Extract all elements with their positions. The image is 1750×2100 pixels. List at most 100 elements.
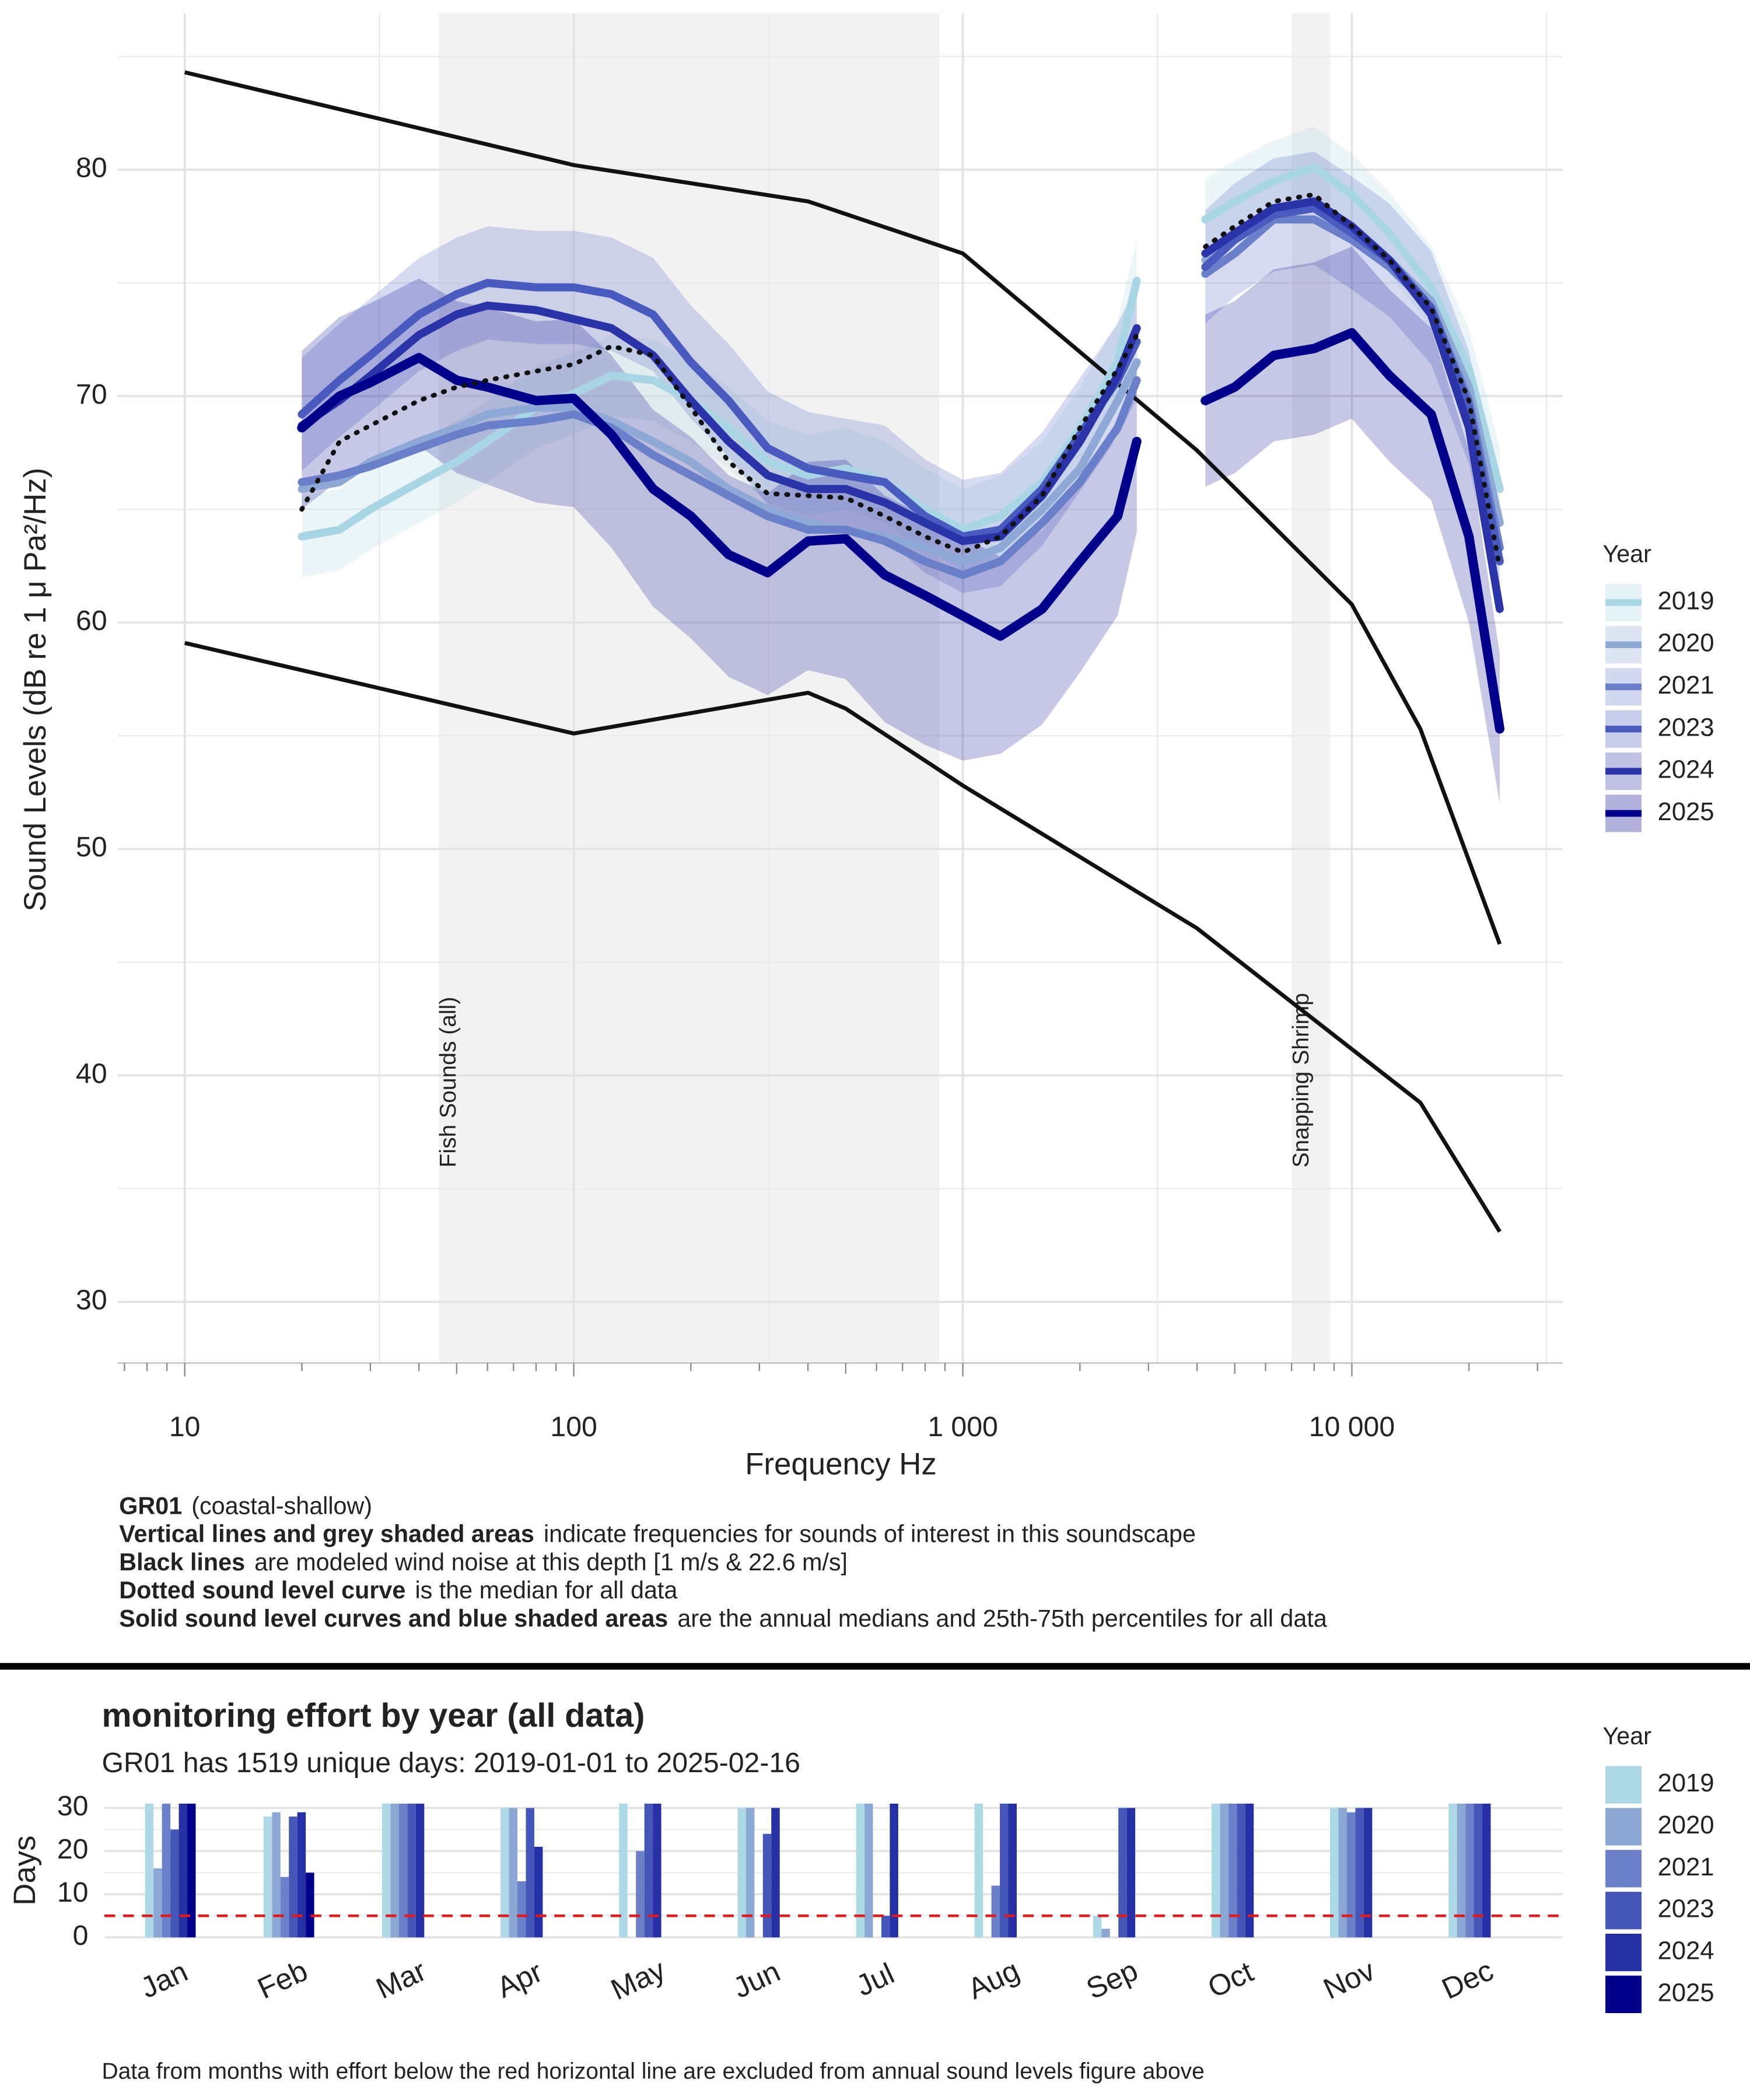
bar — [178, 1803, 188, 1938]
y-tick-label: 70 — [76, 379, 107, 410]
caption-text: (coastal-shallow) — [191, 1492, 372, 1519]
overall-median-line — [299, 192, 1503, 571]
caption-bold: Dotted sound level curve — [119, 1577, 405, 1604]
bar — [398, 1803, 408, 1938]
bar — [619, 1803, 628, 1938]
legend-title: Year — [1603, 1723, 1652, 1749]
chart-title: monitoring effort by year (all data) — [102, 1697, 645, 1734]
bar — [526, 1808, 534, 1938]
legend-key — [1605, 1975, 1642, 2014]
percentile-band — [302, 151, 1500, 618]
year-median-line — [297, 328, 1505, 734]
x-tick-label: 1 000 — [928, 1411, 998, 1443]
bar — [1000, 1803, 1009, 1938]
x-tick-label: 10 — [169, 1411, 201, 1443]
bar — [1126, 1808, 1136, 1938]
bar — [170, 1829, 179, 1938]
bar — [1363, 1808, 1373, 1938]
region-label: Fish Sounds (all) — [436, 997, 461, 1168]
caption-bold: GR01 — [119, 1492, 182, 1519]
bar — [1245, 1803, 1254, 1938]
region-label: Snapping Shrimp — [1289, 993, 1314, 1167]
bar — [1346, 1812, 1356, 1938]
y-tick-label: 0 — [73, 1920, 89, 1951]
caption-text: is the median for all data — [415, 1577, 677, 1604]
bar — [534, 1846, 543, 1938]
caption-line: Solid sound level curves and blue shaded… — [119, 1605, 1327, 1632]
caption-text: indicate frequencies for sounds of inter… — [544, 1521, 1196, 1548]
bar — [1237, 1803, 1245, 1938]
percentile-band — [302, 127, 1500, 578]
bar — [881, 1916, 890, 1938]
caption-bold: Solid sound level curves and blue shaded… — [119, 1605, 668, 1632]
bar — [187, 1803, 196, 1938]
y-tick-label: 50 — [76, 831, 107, 863]
caption-bold: Vertical lines and grey shaded areas — [119, 1521, 534, 1548]
y-tick-label: 10 — [57, 1877, 89, 1908]
legend-label: 2025 — [1658, 1979, 1714, 2007]
bar — [272, 1812, 281, 1938]
legend-label: 2023 — [1658, 713, 1714, 741]
legend-label: 2019 — [1658, 587, 1714, 615]
bar — [289, 1817, 298, 1938]
separator — [0, 1662, 1750, 1670]
bar — [864, 1803, 873, 1938]
caption-bold: Black lines — [119, 1549, 245, 1576]
legend-title: Year — [1603, 540, 1652, 567]
bar — [737, 1808, 746, 1938]
legend-label: 2020 — [1658, 1811, 1714, 1839]
y-tick-label: 20 — [57, 1833, 89, 1865]
legend-key — [1605, 1766, 1642, 1804]
bar — [1101, 1929, 1110, 1938]
bar — [1211, 1803, 1220, 1938]
bar — [501, 1808, 509, 1938]
shaded-region — [439, 13, 940, 1363]
bar — [762, 1833, 772, 1938]
bar — [382, 1803, 391, 1938]
y-tick-label: 30 — [57, 1790, 89, 1822]
bar — [415, 1803, 425, 1938]
x-tick-label: 100 — [550, 1411, 597, 1443]
bar — [636, 1851, 645, 1938]
y-tick-label: 60 — [76, 605, 107, 636]
legend-key — [1605, 1808, 1642, 1846]
bar — [1482, 1803, 1491, 1938]
bar — [1220, 1803, 1228, 1938]
bar — [1093, 1916, 1102, 1938]
caption-line: Black lines are modeled wind noise at thi… — [119, 1549, 848, 1576]
bar — [390, 1803, 399, 1938]
year-median-line — [298, 163, 1504, 541]
bar — [1448, 1803, 1457, 1938]
bar — [1457, 1803, 1466, 1938]
legend-label: 2025 — [1658, 798, 1714, 826]
x-tick-label: 10 000 — [1309, 1411, 1395, 1443]
y-axis-title: Sound Levels (dB re 1 μ Pa²/Hz) — [18, 468, 52, 912]
bar — [1355, 1808, 1364, 1938]
y-tick-label: 30 — [76, 1284, 107, 1316]
bar — [771, 1808, 780, 1938]
bar — [280, 1877, 289, 1938]
x-axis-title: Frequency Hz — [745, 1447, 937, 1481]
legend-key — [1605, 1892, 1642, 1930]
legend-label: 2024 — [1658, 1937, 1714, 1965]
y-tick-label: 80 — [76, 152, 107, 184]
bar — [1008, 1803, 1017, 1938]
bar — [153, 1868, 162, 1938]
bar — [509, 1808, 518, 1938]
wind-noise-line — [184, 70, 1502, 945]
bar — [856, 1803, 864, 1938]
bar — [974, 1803, 984, 1938]
y-tick-label: 40 — [76, 1058, 107, 1089]
bar — [517, 1881, 526, 1938]
wind-noise-line — [184, 640, 1502, 1233]
caption-text: are modeled wind noise at this depth [1 … — [254, 1549, 848, 1576]
bar — [306, 1873, 314, 1938]
shaded-region — [1292, 13, 1331, 1363]
bar — [890, 1803, 898, 1938]
year-median-line — [298, 204, 1504, 566]
bar — [653, 1803, 662, 1938]
bar — [297, 1812, 306, 1938]
y-axis-title: Days — [8, 1835, 42, 1905]
bar — [1228, 1803, 1237, 1938]
